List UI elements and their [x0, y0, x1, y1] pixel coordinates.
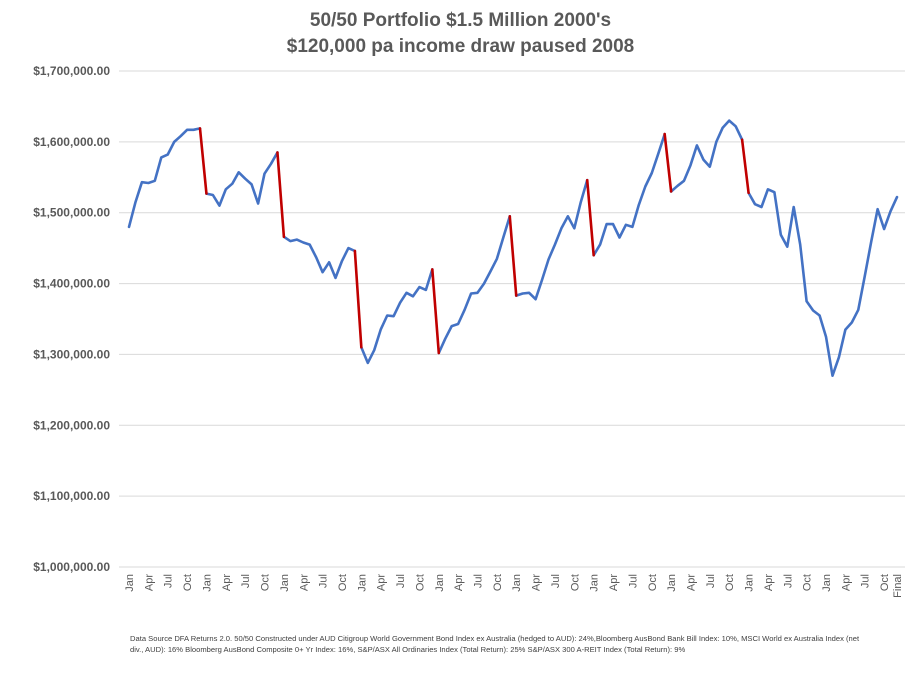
portfolio-value-line — [127, 127, 202, 229]
y-tick-label: $1,100,000.00 — [33, 489, 110, 503]
x-tick-label: Jan — [279, 574, 291, 592]
x-tick-label: Apr — [531, 574, 543, 591]
withdrawal-drop-line — [276, 151, 286, 239]
portfolio-value-line — [360, 268, 434, 365]
series-lines — [127, 119, 899, 377]
x-tick-label: Jan — [821, 574, 833, 592]
x-tick-label: Oct — [724, 574, 736, 591]
x-tick-label: Jan — [744, 574, 756, 592]
x-tick-label: Oct — [879, 574, 891, 591]
portfolio-value-line — [669, 119, 744, 193]
x-tick-label: Jul — [627, 574, 639, 588]
x-tick-label: Apr — [221, 574, 233, 591]
x-tick-label: Jul — [473, 574, 485, 588]
chart-title: 50/50 Portfolio $1.5 Million 2000's — [309, 10, 612, 31]
x-tick-label: Apr — [840, 574, 852, 591]
x-tick-label: Jul — [782, 574, 794, 588]
x-tick-label: Apr — [298, 574, 310, 591]
x-tick-label: Jan — [124, 574, 136, 592]
x-tick-label: Jul — [163, 574, 175, 588]
x-tick-label: Oct — [802, 574, 814, 591]
y-tick-label: $1,600,000.00 — [33, 135, 110, 149]
y-tick-label: $1,300,000.00 — [33, 347, 110, 361]
x-tick-label: Apr — [453, 574, 465, 591]
gridlines — [119, 70, 905, 568]
withdrawal-drop-line — [353, 249, 363, 349]
y-axis: $1,000,000.00 $1,100,000.00 $1,200,000.00 $… — [33, 64, 110, 574]
x-tick-label: Oct — [414, 574, 426, 591]
x-tick-label: Jul — [550, 574, 562, 588]
x-tick-label: Oct — [182, 574, 194, 591]
portfolio-value-line — [592, 132, 666, 257]
y-tick-label: $1,200,000.00 — [33, 418, 110, 432]
x-tick-label: Apr — [143, 574, 155, 591]
portfolio-value-line — [437, 215, 512, 355]
x-tick-label: Jan — [589, 574, 601, 592]
x-axis: Jan Apr Jul Oct Jan Apr Jul Oct Jan Apr Jul Oct Jan A… — [124, 574, 904, 598]
x-tick-label: Jul — [240, 574, 252, 588]
withdrawal-drop-line — [663, 132, 673, 193]
x-tick-label: Jul — [860, 574, 872, 588]
x-tick-label: Jan — [201, 574, 213, 592]
x-tick-label: Oct — [647, 574, 659, 591]
portfolio-value-line — [282, 235, 357, 280]
x-tick-label: Apr — [376, 574, 388, 591]
chart-title-block: 50/50 Portfolio $1.5 Million 2000's $120… — [0, 8, 921, 60]
x-tick-label: Final — [892, 574, 904, 598]
x-tick-label: Apr — [763, 574, 775, 591]
withdrawal-drop-line — [508, 214, 518, 297]
y-tick-label: $1,500,000.00 — [33, 206, 110, 220]
x-tick-label: Oct — [569, 574, 581, 591]
withdrawal-drop-line — [431, 268, 441, 355]
x-tick-label: Oct — [337, 574, 349, 591]
x-tick-label: Jan — [434, 574, 446, 592]
withdrawal-drop-line — [198, 127, 208, 195]
y-tick-label: $1,400,000.00 — [33, 277, 110, 291]
x-tick-label: Jan — [511, 574, 523, 592]
withdrawal-drop-line — [740, 138, 750, 195]
chart-subtitle: $120,000 pa income draw paused 2008 — [286, 36, 635, 57]
x-tick-label: Oct — [260, 574, 272, 591]
x-tick-label: Jul — [318, 574, 330, 588]
y-tick-label: $1,000,000.00 — [33, 560, 110, 574]
withdrawal-drop-line — [585, 178, 595, 257]
x-tick-label: Oct — [492, 574, 504, 591]
x-tick-label: Apr — [685, 574, 697, 591]
x-tick-label: Jan — [666, 574, 678, 592]
x-tick-label: Jul — [705, 574, 717, 588]
y-tick-label: $1,700,000.00 — [33, 64, 110, 78]
portfolio-value-line — [205, 151, 279, 207]
portfolio-value-line — [747, 188, 899, 377]
x-tick-label: Jan — [356, 574, 368, 592]
x-tick-label: Apr — [608, 574, 620, 591]
portfolio-value-line — [514, 178, 589, 301]
x-tick-label: Jul — [395, 574, 407, 588]
data-source-footnote: Data Source DFA Returns 2.0. 50/50 Const… — [130, 634, 860, 654]
